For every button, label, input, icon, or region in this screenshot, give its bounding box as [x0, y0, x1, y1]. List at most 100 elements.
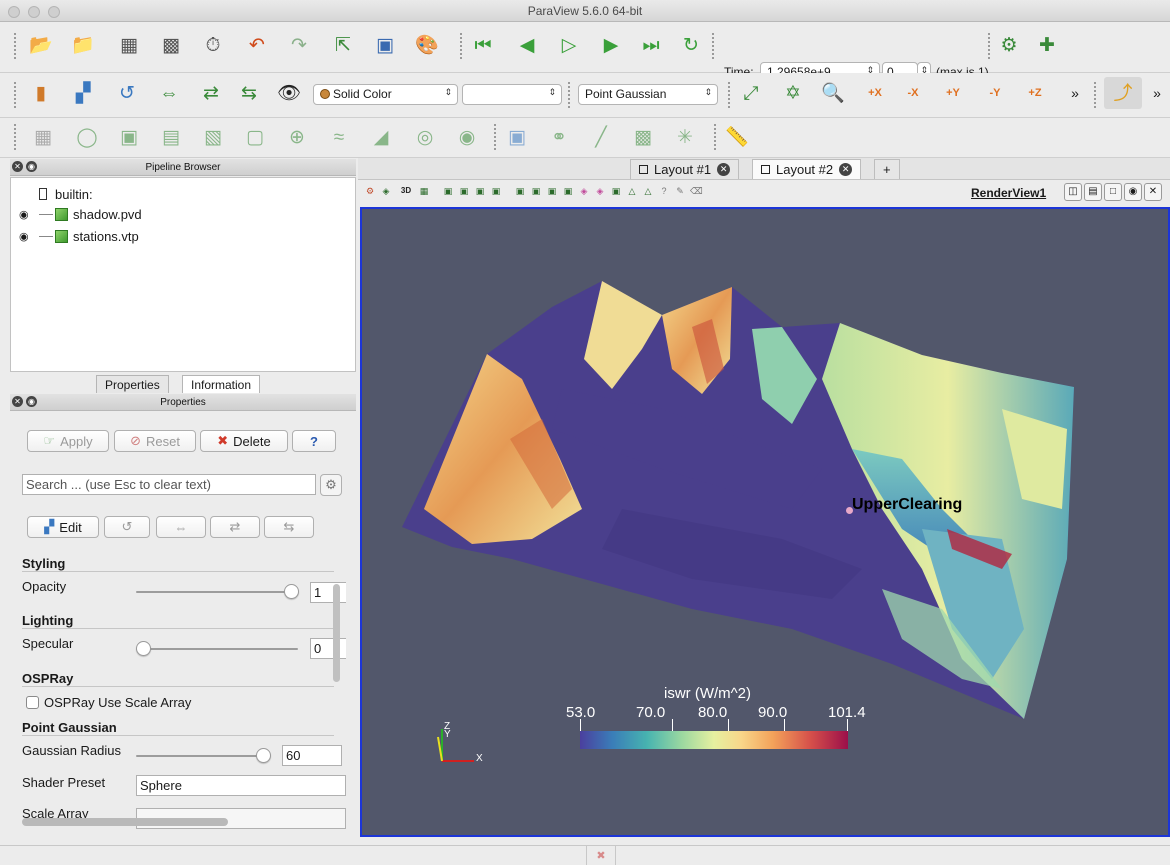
next-frame-icon[interactable]: ▶ [603, 34, 619, 56]
select-polygon-points-icon[interactable]: ▣ [531, 186, 541, 196]
add-layout-button[interactable]: + [874, 159, 900, 179]
view-plus-y-icon[interactable]: +Y [946, 86, 960, 99]
float-panel-icon[interactable]: ◉ [26, 396, 37, 407]
find-data-icon[interactable]: ▣ [376, 34, 394, 56]
specular-slider[interactable] [136, 648, 298, 650]
threshold-icon[interactable]: ▧ [204, 126, 222, 148]
toolbar-grip[interactable] [14, 33, 16, 59]
component-select[interactable]: ⇕ [462, 84, 562, 105]
grow-selection-icon[interactable]: ▣ [611, 186, 621, 196]
gaussian-radius-slider-handle[interactable] [256, 748, 271, 763]
select-cells-icon[interactable]: ▣ [508, 126, 526, 148]
tab-layout-1[interactable]: Layout #1 ✕ [630, 159, 740, 179]
rescale-visible-icon[interactable]: ⇆ [241, 82, 257, 104]
reset-range-icon[interactable]: ↺ [119, 82, 135, 104]
split-horizontal-button[interactable]: ◫ [1064, 183, 1082, 201]
custom-filter-icon[interactable]: ⚙ [1000, 34, 1018, 56]
connect-icon[interactable]: ▦ [120, 34, 138, 56]
glyph-icon[interactable]: ⊕ [289, 126, 305, 148]
render-view-name[interactable]: RenderView1 [971, 186, 1047, 200]
close-panel-icon[interactable]: ✕ [12, 396, 23, 407]
restore-view-button[interactable]: ◉ [1124, 183, 1142, 201]
toolbar-grip[interactable] [714, 124, 716, 150]
float-panel-icon[interactable]: ◉ [26, 161, 37, 172]
split-vertical-button[interactable]: ▤ [1084, 183, 1102, 201]
specular-slider-handle[interactable] [136, 641, 151, 656]
edit-selection-labels-icon[interactable]: ✎ [676, 186, 684, 196]
zoom-to-box-icon[interactable]: 🔍 [821, 82, 845, 104]
close-panel-icon[interactable]: ✕ [12, 161, 23, 172]
warp-by-vector-icon[interactable]: ◢ [373, 126, 389, 148]
hover-cells-icon[interactable]: ◈ [596, 186, 604, 196]
reset-camera-icon[interactable]: ⤢ [743, 82, 759, 104]
select-cells-surface-icon[interactable]: ▣ [443, 186, 453, 196]
toolbar-grip[interactable] [728, 82, 730, 108]
select-polygon-cells-icon[interactable]: ▣ [515, 186, 525, 196]
play-icon[interactable]: ▷ [561, 34, 577, 56]
shader-preset-select[interactable]: Sphere [136, 775, 346, 796]
color-palette-icon[interactable]: 🎨 [415, 34, 439, 56]
interactive-select-points-icon[interactable]: ▣ [563, 186, 573, 196]
zoom-window-button[interactable] [48, 6, 60, 18]
stream-tracer-icon[interactable]: ≈ [333, 126, 345, 148]
pipeline-item-stations[interactable]: stations.vtp [39, 226, 139, 246]
reset-range-button[interactable]: ↺ [104, 516, 150, 538]
tab-information[interactable]: Information [182, 375, 261, 393]
toggle-selection-labels-icon[interactable]: ? [661, 186, 667, 196]
select-cells-frustum-icon[interactable]: ▣ [475, 186, 485, 196]
close-view-button[interactable]: ✕ [1144, 183, 1162, 201]
close-window-button[interactable] [8, 6, 20, 18]
spreadsheet-view-icon[interactable]: ✳ [677, 126, 693, 148]
contour-icon[interactable]: ◯ [76, 126, 98, 148]
view-plus-x-icon[interactable]: +X [868, 86, 882, 99]
capture-screenshot-icon[interactable]: ▦ [419, 186, 429, 196]
plot-selection-icon[interactable]: ⚭ [551, 126, 567, 148]
more-tools-2-icon[interactable]: » [1153, 85, 1161, 101]
toolbar-grip[interactable] [460, 33, 462, 59]
toggle-3d-button[interactable]: 3D [400, 186, 412, 195]
gaussian-radius-field[interactable]: 60 [282, 745, 342, 766]
rescale-temporal-button[interactable]: ⇄ [210, 516, 260, 538]
minimize-window-button[interactable] [28, 6, 40, 18]
undo-icon[interactable]: ↶ [249, 34, 265, 56]
last-frame-icon[interactable]: ⏭ [642, 34, 660, 56]
tab-layout-2[interactable]: Layout #2 ✕ [752, 159, 862, 179]
loop-icon[interactable]: ↻ [683, 34, 699, 56]
extract-subset-icon[interactable]: ▢ [246, 126, 264, 148]
toolbar-grip[interactable] [712, 33, 714, 59]
advanced-settings-gear-icon[interactable]: ⚙ [320, 474, 342, 496]
gaussian-radius-slider[interactable] [136, 755, 268, 757]
show-orientation-axes-icon[interactable]: ⤴ [1104, 77, 1142, 109]
previous-frame-icon[interactable]: ◀ [519, 34, 535, 56]
rescale-temporal-icon[interactable]: ⇄ [203, 82, 219, 104]
toolbar-grip[interactable] [988, 33, 990, 59]
edit-colormap-button[interactable]: ▞ Edit [27, 516, 99, 538]
view-minus-x-icon[interactable]: -X [907, 86, 919, 99]
pipeline-root[interactable]: builtin: [39, 184, 93, 204]
disconnect-icon[interactable]: ▩ [162, 34, 180, 56]
zoom-to-data-icon[interactable]: ✡ [785, 82, 801, 104]
ospray-scale-checkbox[interactable] [26, 696, 39, 709]
shrink-selection-icon[interactable]: △ [628, 186, 636, 196]
hover-points-icon[interactable]: ◈ [580, 186, 588, 196]
representation-select[interactable]: Point Gaussian ⇕ [578, 84, 718, 105]
render-view[interactable]: UpperClearing Z Y X iswr (W/m^2) 53.0 70… [360, 207, 1170, 837]
opacity-slider[interactable] [136, 591, 294, 593]
interaction-mode-icon[interactable]: ⚙ [365, 186, 375, 196]
redo-icon[interactable]: ↷ [291, 34, 307, 56]
camera-link-icon[interactable]: ◈ [382, 186, 390, 196]
clear-selection-icon[interactable]: ⌫ [690, 186, 703, 196]
auto-apply-icon[interactable]: ⏱ [205, 34, 221, 56]
view-minus-y-icon[interactable]: -Y [989, 86, 1001, 99]
add-custom-filter-icon[interactable]: ✚ [1039, 34, 1055, 56]
toolbar-grip[interactable] [568, 82, 570, 108]
opacity-field[interactable]: 1 [310, 582, 346, 603]
load-state-icon[interactable]: 📁 [71, 34, 95, 56]
visibility-eye-icon[interactable]: ◉ [19, 209, 29, 221]
close-tab-icon[interactable]: ✕ [839, 163, 853, 176]
delete-button[interactable]: ✖ Delete [200, 430, 288, 452]
select-block-icon[interactable]: △ [644, 186, 652, 196]
rescale-custom-button[interactable]: ⇔ [156, 516, 206, 538]
extract-level-icon[interactable]: ◉ [458, 126, 476, 148]
toolbar-grip[interactable] [1094, 82, 1096, 108]
